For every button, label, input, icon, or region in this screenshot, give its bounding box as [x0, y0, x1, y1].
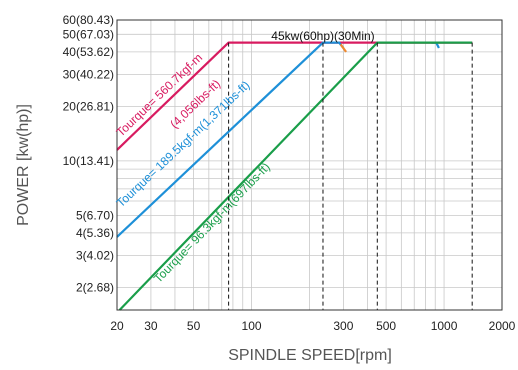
x-tick-label: 30 [144, 319, 158, 333]
rated-power-label: 45kw(60hp)(30Min) [271, 29, 374, 43]
x-tick-label: 2000 [489, 319, 516, 333]
y-tick-label: 60(80.43) [63, 13, 114, 27]
plot-frame [116, 19, 503, 311]
series-line [116, 41, 473, 151]
y-tick-label: 3(4.02) [76, 249, 114, 263]
y-axis-title: POWER [kw(hp)] [15, 104, 32, 226]
x-tick-label: 500 [376, 319, 396, 333]
grid-lines [117, 20, 502, 310]
y-tick-label: 30(40.22) [63, 67, 114, 81]
y-tick-label: 50(67.03) [63, 27, 114, 41]
y-tick-label: 40(53.62) [63, 45, 114, 59]
x-tick-label: 100 [242, 319, 262, 333]
y-tick-label: 20(26.81) [63, 99, 114, 113]
x-tick-label: 20 [110, 319, 124, 333]
torque-annotation: Tourque= 189.5kgf-m(1,371lbs-ft) [114, 78, 253, 210]
y-tick-labels: 60(80.43)50(67.03) 40(53.62) 30(40.22) 20(2… [63, 13, 114, 294]
series-line [339, 43, 347, 53]
power-curves [116, 41, 473, 311]
y-tick-label: 5(6.70) [76, 208, 114, 222]
x-axis-title: SPINDLE SPEED[rpm] [228, 347, 392, 364]
x-tick-label: 1000 [431, 319, 458, 333]
x-tick-label: 300 [333, 319, 353, 333]
series-line [118, 41, 473, 311]
y-tick-label: 10(13.41) [63, 154, 114, 168]
y-tick-label: 2(2.68) [76, 280, 114, 294]
x-tick-labels: 20 30 50 100 300 500 1000 2000 [110, 319, 515, 333]
x-tick-label: 50 [187, 319, 201, 333]
y-tick-label: 4(5.36) [76, 226, 114, 240]
annotations: Tourque= 560.7kgf-m(4,056lbs-ft)Tourque=… [113, 50, 272, 285]
dashed-reference-lines [228, 42, 473, 310]
